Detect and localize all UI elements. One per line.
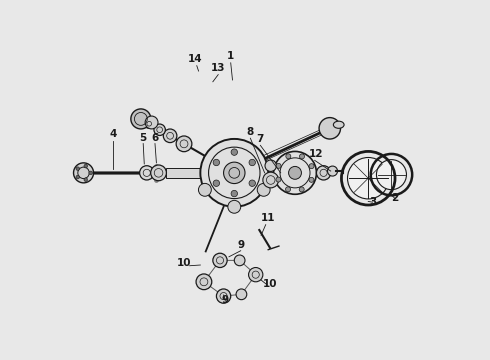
Circle shape: [265, 160, 276, 171]
Circle shape: [289, 166, 301, 179]
Text: 2: 2: [392, 193, 399, 203]
Circle shape: [213, 253, 227, 267]
Circle shape: [263, 172, 279, 188]
Text: 7: 7: [257, 135, 264, 144]
Circle shape: [76, 175, 79, 179]
Text: 10: 10: [263, 279, 277, 289]
Circle shape: [236, 289, 247, 300]
Circle shape: [217, 289, 231, 303]
Circle shape: [276, 177, 281, 182]
Circle shape: [327, 166, 338, 176]
Circle shape: [286, 154, 291, 159]
Circle shape: [248, 267, 263, 282]
Circle shape: [299, 187, 304, 192]
Circle shape: [196, 274, 212, 290]
Circle shape: [347, 157, 389, 199]
Circle shape: [213, 180, 220, 186]
Circle shape: [273, 152, 317, 194]
Text: 9: 9: [222, 295, 229, 305]
Circle shape: [257, 183, 270, 196]
Circle shape: [249, 159, 255, 166]
Circle shape: [234, 255, 245, 266]
Text: 12: 12: [309, 149, 324, 159]
Text: 4: 4: [109, 129, 117, 139]
Circle shape: [76, 167, 79, 170]
Circle shape: [151, 165, 167, 181]
Text: 8: 8: [247, 127, 254, 138]
Circle shape: [223, 162, 245, 184]
Circle shape: [309, 177, 314, 182]
Circle shape: [299, 154, 304, 159]
Circle shape: [198, 183, 211, 196]
Circle shape: [84, 178, 88, 181]
Circle shape: [145, 116, 158, 129]
Circle shape: [249, 180, 255, 186]
Circle shape: [376, 159, 407, 190]
Circle shape: [309, 164, 314, 169]
Circle shape: [231, 149, 238, 156]
Circle shape: [140, 166, 154, 180]
Circle shape: [317, 166, 331, 180]
Text: 1: 1: [227, 50, 234, 60]
Circle shape: [231, 190, 238, 197]
Circle shape: [131, 109, 151, 129]
Text: 14: 14: [188, 54, 202, 64]
Circle shape: [176, 136, 192, 152]
Ellipse shape: [333, 121, 344, 128]
Circle shape: [276, 163, 281, 168]
Text: 11: 11: [261, 213, 275, 223]
Text: 3: 3: [369, 197, 376, 207]
Bar: [167, 168, 202, 178]
Circle shape: [154, 124, 165, 135]
Text: 10: 10: [177, 258, 192, 268]
Circle shape: [163, 129, 177, 143]
Circle shape: [84, 164, 88, 168]
Circle shape: [145, 119, 154, 129]
Circle shape: [228, 201, 241, 213]
Text: 5: 5: [140, 133, 147, 143]
Circle shape: [74, 163, 94, 183]
Text: 6: 6: [151, 133, 159, 143]
Circle shape: [319, 118, 341, 139]
Text: 13: 13: [211, 63, 225, 73]
Text: 9: 9: [237, 240, 245, 250]
Circle shape: [286, 187, 291, 192]
Circle shape: [89, 171, 93, 175]
Circle shape: [200, 139, 268, 207]
Circle shape: [213, 159, 220, 166]
